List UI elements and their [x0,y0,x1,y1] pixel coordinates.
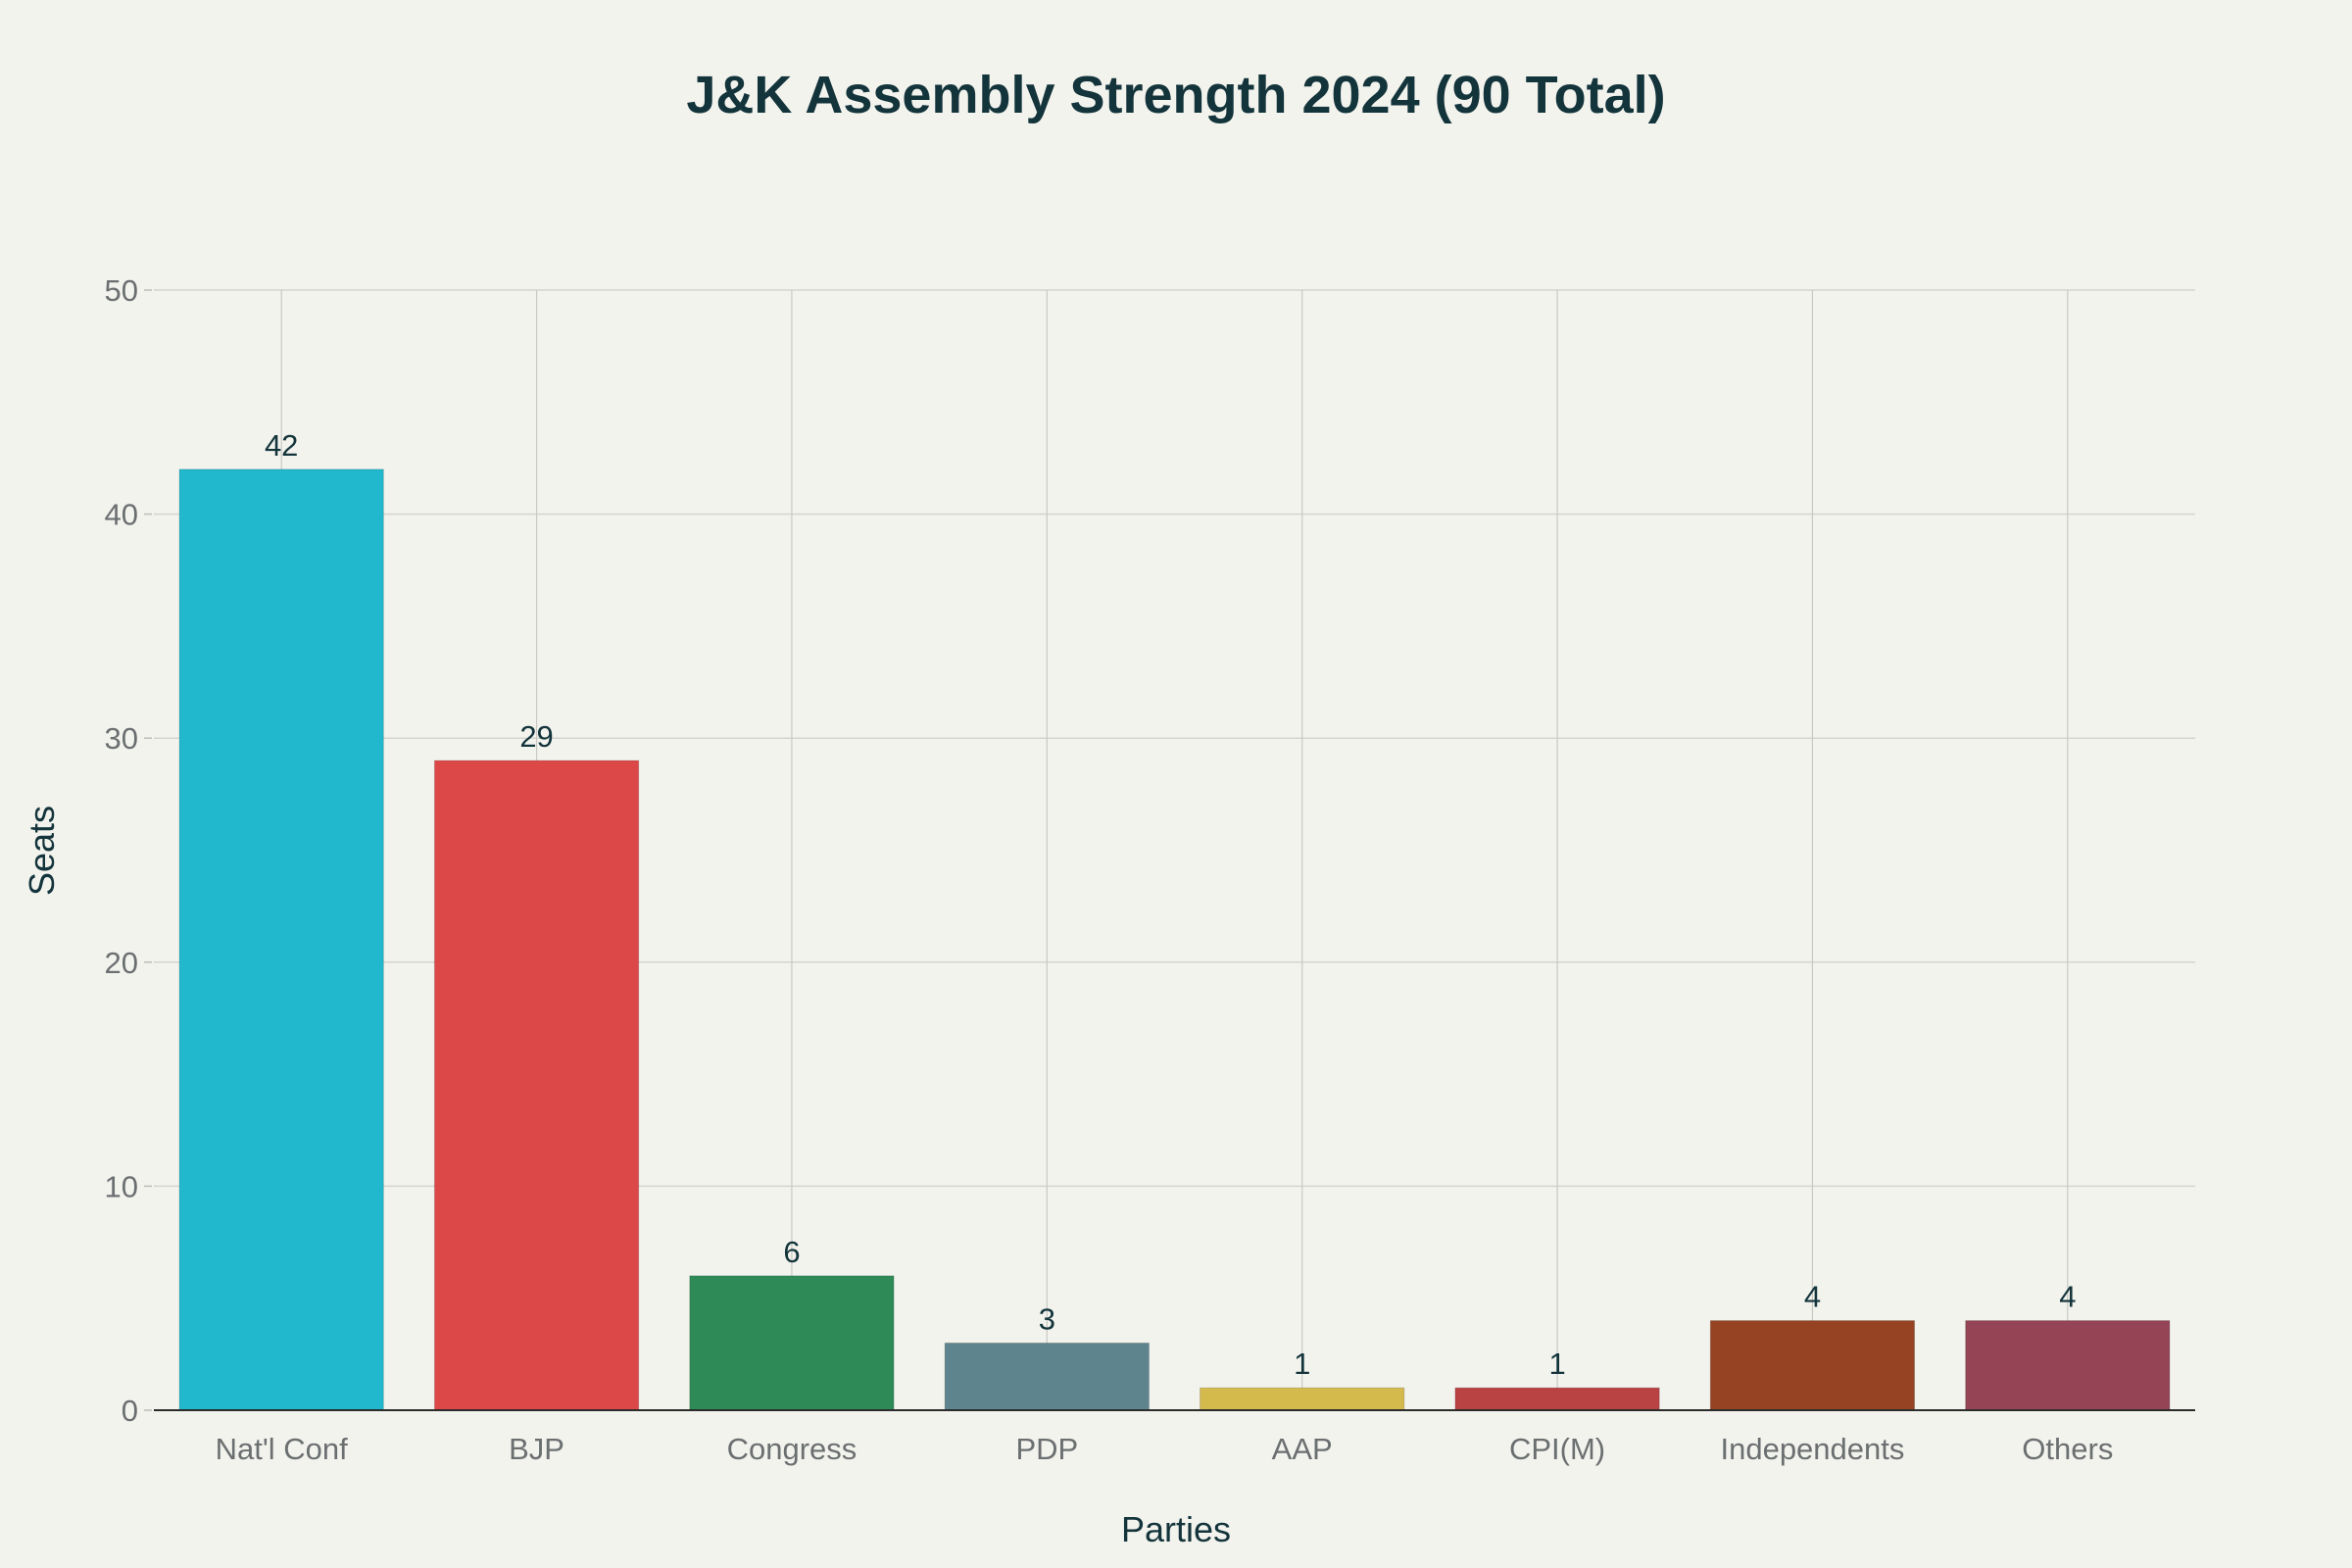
bar-value-label: 4 [2059,1280,2076,1314]
bar [1965,1320,2171,1411]
bar-value-label: 3 [1039,1301,1055,1336]
y-tick-label: 50 [105,273,138,308]
x-axis-ticks: Nat'l Conf BJP Congress PDP AAP CPI(M) Indepen… [216,1432,2114,1466]
y-tick-label: 40 [105,498,138,532]
y-tick-label: 10 [105,1169,138,1203]
bar-value-label: 1 [1294,1347,1310,1381]
bar [1709,1320,1916,1411]
bar-value-label: 29 [519,719,553,754]
data-labels: 42 29 6 3 1 1 4 4 [265,428,2076,1381]
bar [689,1275,895,1411]
x-tick-label: BJP [509,1432,564,1466]
y-axis-ticks: 0 10 20 30 40 50 [105,273,152,1428]
y-axis-title: Seats [22,806,62,896]
x-tick-label: Others [2022,1432,2113,1466]
bar [1200,1387,1405,1411]
bars [178,468,2171,1411]
bar [178,468,384,1411]
x-tick-label: Nat'l Conf [216,1432,349,1466]
chart-title: J&K Assembly Strength 2024 (90 Total) [686,66,1665,124]
bar-value-label: 6 [783,1235,800,1269]
bar-value-label: 42 [265,428,298,463]
bar-value-label: 4 [1804,1280,1821,1314]
x-tick-label: AAP [1272,1432,1333,1466]
x-tick-label: Congress [727,1432,858,1466]
x-tick-label: PDP [1015,1432,1078,1466]
bar [1454,1387,1660,1411]
x-tick-label: Independents [1720,1432,1904,1466]
y-tick-label: 0 [122,1394,138,1428]
bar-value-label: 1 [1548,1347,1565,1381]
y-tick-label: 20 [105,946,138,980]
bar [944,1342,1150,1411]
y-tick-label: 30 [105,721,138,756]
bar [433,760,640,1411]
x-axis-title: Parties [1121,1509,1231,1549]
x-tick-label: CPI(M) [1509,1432,1605,1466]
